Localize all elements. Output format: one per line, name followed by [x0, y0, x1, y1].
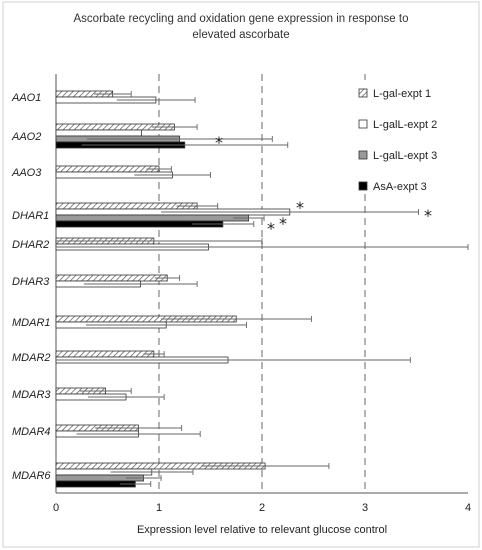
bar-mdar2-0: [55, 350, 155, 358]
gene-label: MDAR6: [12, 470, 51, 482]
legend-swatch-3: [358, 181, 368, 191]
legend-entry-2: L-galL-expt 3: [373, 150, 437, 162]
gene-label: AAO1: [11, 92, 41, 104]
gene-label: DHAR2: [12, 239, 49, 251]
significance-asterisk: *: [267, 219, 275, 238]
gene-label: DHAR3: [12, 276, 50, 288]
x-tick-label: 2: [259, 502, 265, 514]
x-tick-label: 4: [465, 502, 471, 514]
gene-label: AAO3: [11, 167, 42, 179]
gene-label: MDAR3: [12, 389, 51, 401]
gene-label: MDAR1: [12, 317, 51, 329]
significance-asterisk: *: [424, 206, 432, 225]
bar-aao3-0: [55, 165, 160, 173]
bar-dhar1-2: [55, 214, 250, 222]
bar-dhar1-0: [55, 202, 198, 210]
legend-box: [352, 80, 468, 194]
legend-swatch-2: [358, 150, 368, 160]
bar-dhar3-0: [55, 274, 168, 282]
chart-title-line-2: elevated ascorbate: [192, 29, 290, 41]
x-tick-label: 0: [53, 502, 59, 514]
gene-label: MDAR4: [12, 426, 51, 438]
bar-aao2-1: [55, 129, 142, 137]
legend-entry-0: L-gal-expt 1: [373, 88, 431, 100]
gene-label: DHAR1: [12, 210, 49, 222]
significance-asterisk: *: [215, 133, 223, 152]
x-axis-title: Expression level relative to relevant gl…: [137, 524, 387, 536]
gene-label: AAO2: [11, 131, 41, 143]
legend-swatch-0: [358, 88, 368, 98]
legend-swatch-1: [358, 119, 368, 129]
significance-asterisk: *: [279, 214, 287, 233]
significance-asterisk: *: [296, 198, 304, 217]
gene-label: MDAR2: [12, 352, 51, 364]
legend-entry-3: AsA-expt 3: [373, 181, 427, 193]
x-tick-label: 1: [156, 502, 162, 514]
x-tick-label: 3: [362, 502, 368, 514]
chart-title-line-1: Ascorbate recycling and oxidation gene e…: [73, 13, 409, 25]
legend-entry-1: L-galL-expt 2: [373, 119, 437, 131]
